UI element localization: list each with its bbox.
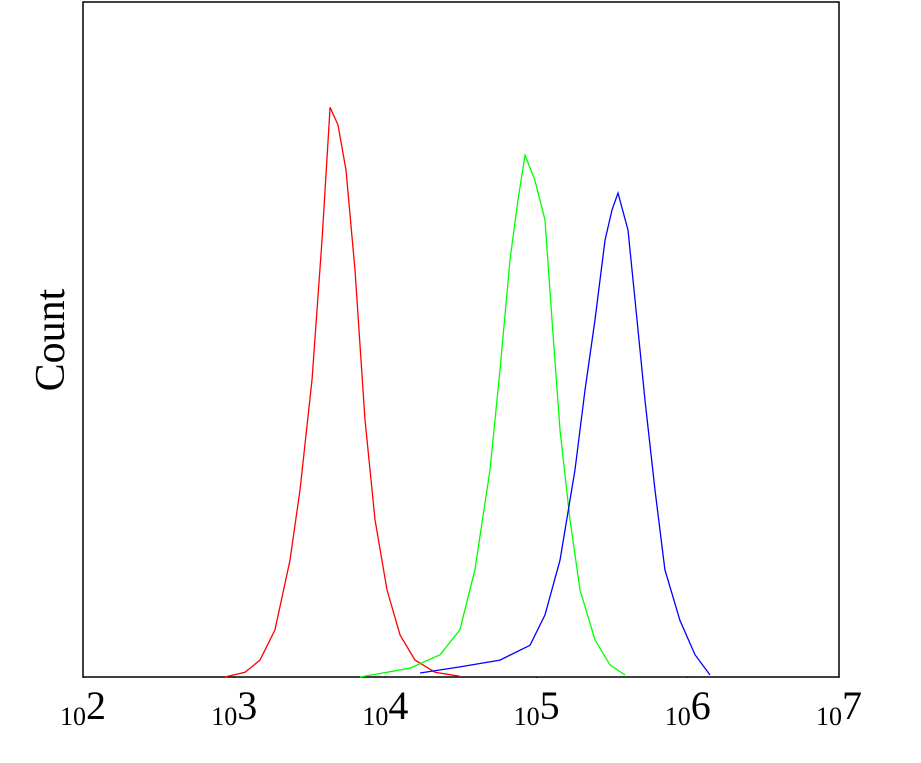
histogram-line [420, 190, 711, 676]
x-tick-label: 107 [816, 683, 862, 731]
x-tick-label: 106 [665, 683, 711, 731]
histogram-line [359, 152, 626, 678]
x-tick-label: 103 [211, 683, 257, 731]
histogram-line [224, 107, 461, 678]
x-tick-label: 104 [362, 683, 408, 731]
x-tick-label: 102 [60, 683, 106, 731]
y-axis-label: Count [28, 288, 74, 391]
plot-frame [82, 1, 840, 678]
x-tick-label: 105 [514, 683, 560, 731]
